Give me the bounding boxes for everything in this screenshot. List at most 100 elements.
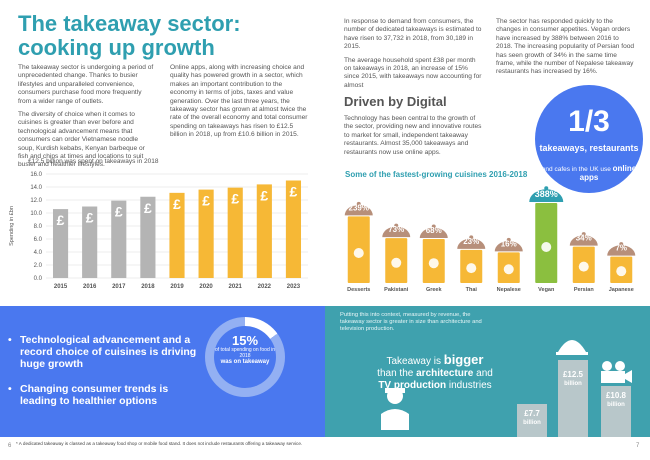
pound-symbol: £ <box>202 193 210 209</box>
bar <box>82 206 98 278</box>
online-apps-stat: 1/3 takeaways, restaurants and cafes in … <box>535 85 643 193</box>
x-tick-label: 2016 <box>83 284 97 290</box>
cloche-knob <box>394 223 399 228</box>
intro-column: The takeaway sector is undergoing a peri… <box>18 64 156 175</box>
digital-text: Technology has been central to the growt… <box>344 115 482 156</box>
cloche-knob <box>431 224 436 229</box>
cuisine-percent-label: 7% <box>615 244 627 253</box>
numbers-paragraph: In response to demand from consumers, th… <box>344 18 482 51</box>
cloche-knob <box>581 232 586 237</box>
growth-column: Online apps, along with increasing choic… <box>170 64 310 145</box>
page-number-left: 6 <box>8 443 12 449</box>
cloche-knob <box>619 242 624 247</box>
bar <box>227 187 243 278</box>
cloche-lid <box>419 227 448 239</box>
y-tick-label: 10.0 <box>30 211 42 217</box>
bullet-item: Changing consumer trends is leading to h… <box>8 383 200 407</box>
tv-production-bar <box>601 386 631 437</box>
stat-detail-text: and cafes in the UK use <box>541 166 611 173</box>
food-icon <box>428 258 439 269</box>
pound-symbol: £ <box>86 210 94 226</box>
cuisine-percent-label: 388% <box>535 189 558 199</box>
camera-icon <box>601 361 632 383</box>
y-axis-label: Spending in £bn <box>9 206 15 246</box>
headline-text: and <box>476 368 493 379</box>
y-tick-label: 16.0 <box>30 172 42 178</box>
stat-fraction: 1/3 <box>568 105 610 138</box>
tv-production-unit: billion <box>607 402 625 408</box>
cuisine-percent-label: 73% <box>388 225 404 234</box>
headline-emphasis: bigger <box>443 352 484 367</box>
y-tick-label: 12.0 <box>30 198 42 204</box>
headline-text: industries <box>448 380 492 391</box>
pound-symbol: £ <box>231 191 239 207</box>
consumer-appetites-column: The sector has responded quickly to the … <box>496 18 636 82</box>
cloche-lid <box>382 226 411 238</box>
y-tick-label: 8.0 <box>34 224 43 230</box>
donut-bold-text: was on takeaway <box>220 359 270 365</box>
cloche-lid <box>529 189 564 202</box>
cuisine-name-label: Pakistani <box>384 287 409 293</box>
bar <box>140 196 156 278</box>
appetites-paragraph: The sector has responded quickly to the … <box>496 18 635 76</box>
food-icon <box>353 248 364 259</box>
page-number-right: 7 <box>636 443 640 449</box>
y-tick-label: 2.0 <box>34 263 43 269</box>
headline-architecture: architecture <box>416 368 474 379</box>
stat-detail: and cafes in the UK use online apps <box>535 165 643 182</box>
bar <box>256 184 272 278</box>
cloche-knob <box>544 186 549 191</box>
bar <box>52 209 69 278</box>
takeaway-amount: £12.5 <box>562 370 584 379</box>
intro-paragraph: The takeaway sector is undergoing a peri… <box>18 64 154 105</box>
comparison-panel <box>325 306 650 437</box>
y-tick-label: 0.0 <box>34 276 43 282</box>
cloche-knob <box>469 235 474 240</box>
cuisine-name-label: Vegan <box>538 287 555 293</box>
tv-production-value: £10.8 billion <box>596 392 636 409</box>
food-icon <box>466 263 477 274</box>
y-tick-label: 14.0 <box>30 185 42 191</box>
cloche-knob <box>506 237 511 242</box>
x-tick-label: 2018 <box>141 284 155 290</box>
donut-text: of total spending on food in 2018 was on… <box>214 347 276 365</box>
x-tick-label: 2015 <box>54 284 68 290</box>
x-tick-label: 2020 <box>199 284 213 290</box>
donut-center: 15% of total spending on food in 2018 wa… <box>214 326 276 388</box>
x-tick-label: 2022 <box>258 284 272 290</box>
cuisine-name-label: Greek <box>426 287 443 293</box>
spending-bar-chart: 0.0 2.0 4.0 6.0 8.0 10.0 12.0 14.0 16.0 Spending … <box>9 172 308 290</box>
bar <box>111 200 127 278</box>
architecture-amount: £7.7 <box>524 409 540 418</box>
cuisine-name-label: Desserts <box>347 287 370 293</box>
pound-symbol: £ <box>290 184 298 200</box>
page-title: The takeaway sector: cooking up growth <box>18 11 241 60</box>
stat-label: takeaways, restaurants <box>539 143 639 153</box>
x-tick-label: 2023 <box>287 284 301 290</box>
cuisine-growth-chart: 239% Desserts 73% Pakistani 68% Greek 23% Thai 1… <box>344 186 636 293</box>
architecture-bar <box>517 404 547 437</box>
comparison-intro: Putting this into context, measured by r… <box>340 312 482 332</box>
tv-production-amount: £10.8 <box>605 391 627 400</box>
donut-percentage: 15% <box>231 333 259 348</box>
food-icon <box>578 261 589 272</box>
architect-icon <box>381 388 409 430</box>
architecture-unit: billion <box>523 420 541 426</box>
takeaway-bar <box>558 360 588 437</box>
cuisine-percent-label: 16% <box>501 239 517 248</box>
cloche-lid <box>569 235 598 246</box>
growth-paragraph: Online apps, along with increasing choic… <box>170 64 308 139</box>
food-icon <box>391 257 402 268</box>
chart-caption: £12.5 billion was spent on takeaways in … <box>28 158 159 165</box>
food-icon <box>616 266 627 277</box>
cloche-lid <box>494 240 523 252</box>
takeaway-numbers-column: In response to demand from consumers, th… <box>344 18 482 95</box>
bar <box>198 189 214 278</box>
food-icon <box>503 264 514 275</box>
y-tick-label: 4.0 <box>34 250 43 256</box>
pound-symbol: £ <box>173 196 181 212</box>
numbers-paragraph: The average household spent £38 per mont… <box>344 56 482 89</box>
cloche-lid <box>344 204 373 216</box>
cloche-lid <box>607 245 636 256</box>
x-tick-label: 2019 <box>170 284 184 290</box>
